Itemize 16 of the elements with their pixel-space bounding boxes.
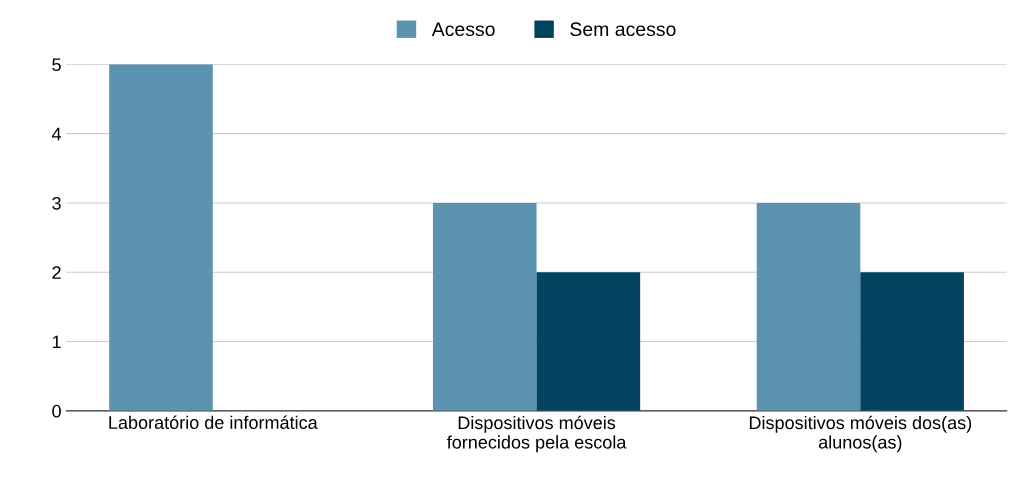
x-tick-label: Dispositivos móveis fornecidos pela escola [446, 415, 627, 453]
legend-label: Sem acesso [570, 22, 676, 37]
bar [756, 202, 861, 411]
y-tick-label: 5 [52, 58, 61, 72]
x-tick-label: Dispositivos móveis dos(as) alunos(as) [749, 415, 972, 453]
y-tick-label: 3 [52, 196, 61, 210]
y-tick-label: 4 [51, 127, 62, 141]
y-tick-label: 2 [52, 266, 61, 279]
bar [860, 272, 964, 411]
bar [536, 272, 641, 411]
bar [109, 64, 213, 411]
x-tick-label: Laboratório de informática [109, 415, 318, 429]
bar [432, 202, 537, 411]
y-tick-label: 1 [52, 335, 61, 349]
legend-label: Acesso [431, 22, 495, 37]
y-tick-label: 0 [52, 404, 61, 418]
